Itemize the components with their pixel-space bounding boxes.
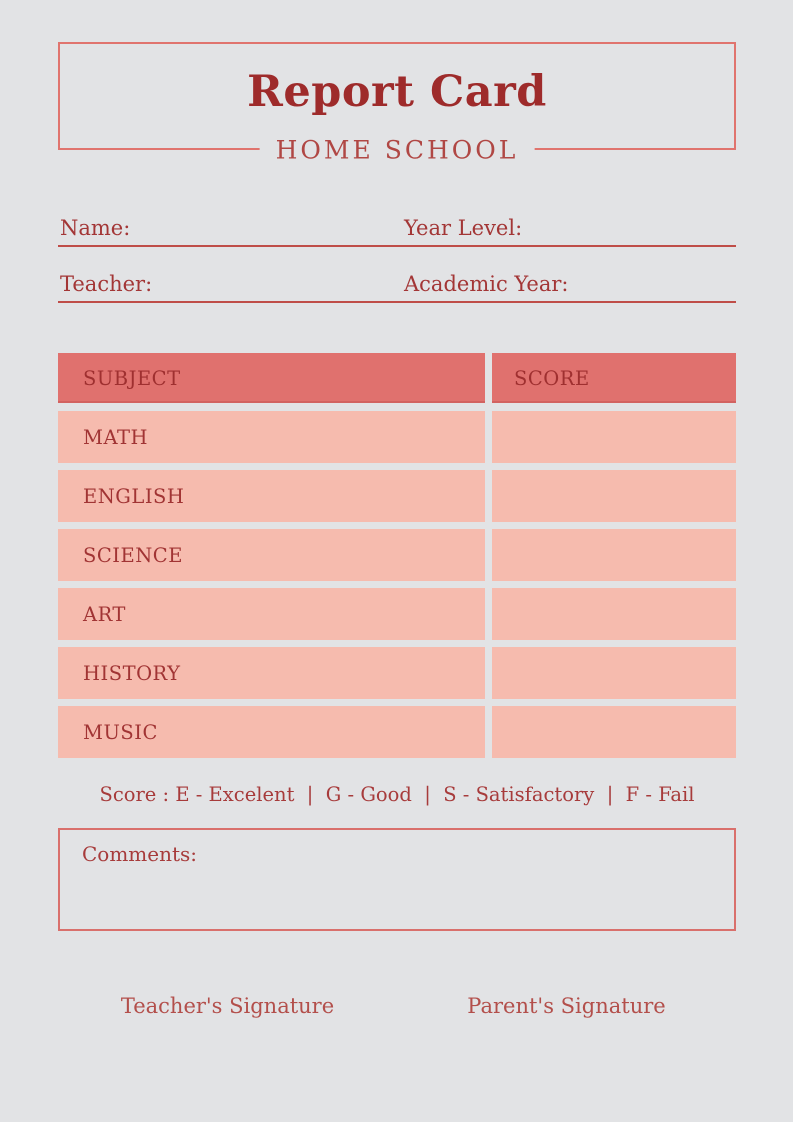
subject-cell: MUSIC (58, 706, 485, 758)
teacher-field[interactable]: Teacher: (58, 272, 402, 296)
table-row-math: MATH (58, 411, 736, 463)
table-row-english: ENGLISH (58, 470, 736, 522)
subject-cell: ENGLISH (58, 470, 485, 522)
year-level-label: Year Level: (404, 216, 523, 240)
subject-column-header: SUBJECT (58, 353, 485, 403)
score-cell[interactable] (492, 588, 736, 640)
year-level-field[interactable]: Year Level: (402, 216, 736, 240)
parent-signature-label: Parent's Signature (467, 994, 666, 1018)
subject-cell: MATH (58, 411, 485, 463)
comments-label: Comments: (82, 842, 198, 866)
score-cell[interactable] (492, 706, 736, 758)
table-row-history: HISTORY (58, 647, 736, 699)
page-title: Report Card (247, 67, 547, 117)
score-cell[interactable] (492, 411, 736, 463)
table-row-science: SCIENCE (58, 529, 736, 581)
table-row-art: ART (58, 588, 736, 640)
score-cell[interactable] (492, 529, 736, 581)
score-column-header: SCORE (492, 353, 736, 403)
school-subtitle: HOME SCHOOL (259, 135, 535, 165)
field-row-teacher-academicyear: Teacher: Academic Year: (58, 260, 736, 303)
subject-cell: HISTORY (58, 647, 485, 699)
academic-year-label: Academic Year: (404, 272, 569, 296)
comments-box[interactable]: Comments: (58, 828, 736, 931)
table-header-row: SUBJECT SCORE (58, 353, 736, 403)
student-info-fields: Name: Year Level: Teacher: Academic Year… (58, 204, 736, 303)
name-field[interactable]: Name: (58, 216, 402, 240)
table-row-music: MUSIC (58, 706, 736, 758)
subject-cell: SCIENCE (58, 529, 485, 581)
score-table: SUBJECT SCORE MATH ENGLISH SCIENCE ART H… (58, 353, 736, 758)
academic-year-field[interactable]: Academic Year: (402, 272, 736, 296)
field-row-name-yearlevel: Name: Year Level: (58, 204, 736, 247)
score-cell[interactable] (492, 647, 736, 699)
name-label: Name: (60, 216, 131, 240)
score-legend: Score : E - Excelent | G - Good | S - Sa… (99, 783, 695, 806)
report-card-sheet: Report Card HOME SCHOOL Name: Year Level… (58, 0, 736, 1018)
header-box: Report Card HOME SCHOOL (58, 42, 736, 165)
signatures-row: Teacher's Signature Parent's Signature (58, 994, 736, 1018)
teacher-label: Teacher: (60, 272, 153, 296)
subject-cell: ART (58, 588, 485, 640)
score-cell[interactable] (492, 470, 736, 522)
teacher-signature-label: Teacher's Signature (120, 994, 335, 1018)
